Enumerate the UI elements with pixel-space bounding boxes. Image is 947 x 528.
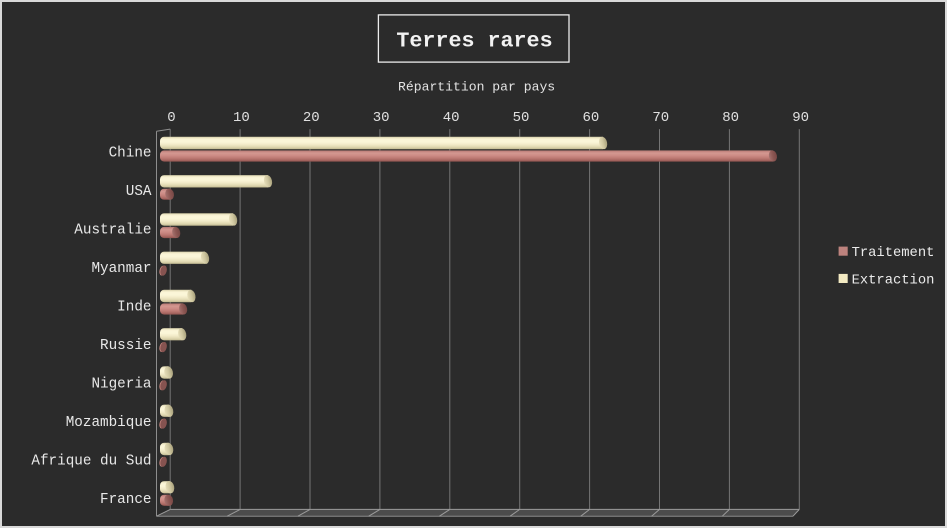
svg-text:30: 30 (373, 110, 390, 126)
svg-text:USA: USA (126, 184, 152, 200)
svg-text:40: 40 (443, 110, 460, 126)
svg-text:Mozambique: Mozambique (66, 415, 152, 431)
svg-text:90: 90 (792, 110, 809, 126)
svg-text:80: 80 (722, 110, 739, 126)
svg-text:60: 60 (582, 110, 599, 126)
svg-text:Nigeria: Nigeria (91, 377, 151, 393)
svg-text:10: 10 (233, 110, 250, 126)
svg-text:Myanmar: Myanmar (91, 261, 151, 277)
svg-text:Répartition par pays: Répartition par pays (398, 79, 555, 94)
svg-text:20: 20 (303, 110, 320, 126)
svg-text:70: 70 (652, 110, 669, 126)
svg-text:Afrique du Sud: Afrique du Sud (31, 454, 151, 470)
svg-text:Russie: Russie (100, 338, 151, 354)
svg-text:0: 0 (167, 110, 175, 126)
svg-text:50: 50 (513, 110, 530, 126)
svg-text:Traitement: Traitement (852, 245, 935, 261)
svg-text:Inde: Inde (117, 300, 151, 316)
svg-text:Australie: Australie (74, 222, 151, 238)
svg-text:Terres rares: Terres rares (396, 28, 552, 53)
svg-text:Chine: Chine (109, 145, 152, 161)
svg-text:Extraction: Extraction (852, 273, 935, 289)
svg-text:France: France (100, 492, 151, 508)
